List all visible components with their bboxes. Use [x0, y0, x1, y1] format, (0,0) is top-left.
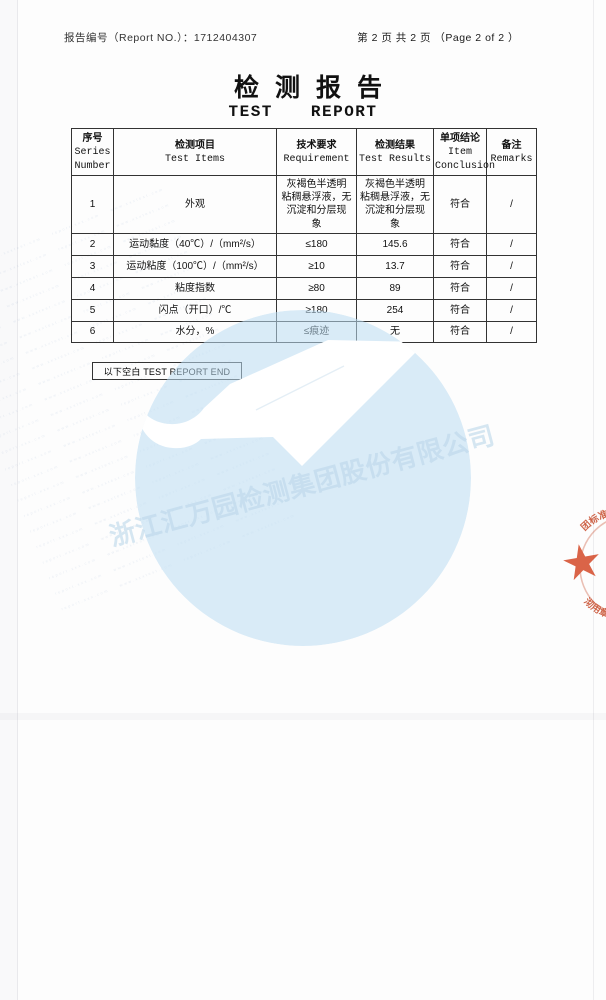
svg-text:沏用章: 沏用章: [581, 595, 606, 620]
svg-text:团标准化: 团标准化: [579, 505, 606, 533]
